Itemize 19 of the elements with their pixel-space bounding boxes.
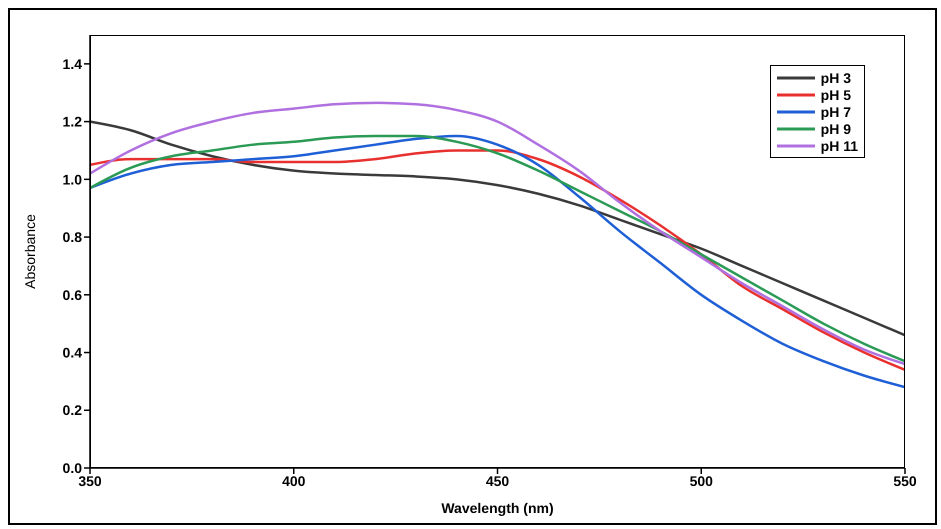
x-tick-label: 450 [486, 472, 510, 489]
y-tick-label: 1.4 [62, 56, 82, 72]
y-tick-label: 0.4 [62, 344, 82, 361]
y-tick-label: 0.2 [62, 402, 82, 418]
x-axis-title: Wavelength (nm) [441, 500, 554, 516]
y-tick-label: 0.8 [62, 229, 82, 246]
legend-label: pH 5 [820, 86, 851, 102]
legend-label: pH 7 [820, 104, 851, 120]
legend-label: pH 9 [820, 120, 851, 136]
legend-label: pH 3 [820, 70, 851, 86]
x-tick-label: 500 [690, 472, 714, 489]
y-axis-title: Absorbance [22, 214, 38, 289]
y-tick-label: 0.6 [62, 286, 82, 303]
legend-label: pH 11 [820, 138, 858, 154]
y-tick-label: 1.2 [62, 114, 82, 130]
x-tick-label: 550 [893, 472, 917, 489]
x-tick-label: 400 [282, 472, 306, 489]
line-series [90, 120, 905, 336]
y-tick-label: 1.0 [62, 171, 82, 188]
